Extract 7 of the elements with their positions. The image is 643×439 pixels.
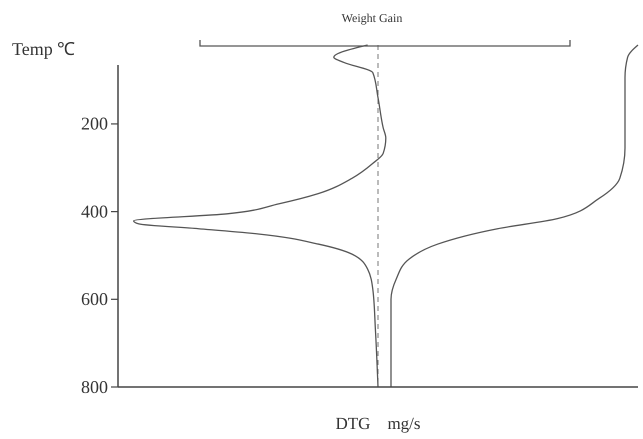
y-tick-label: 600 [81,289,108,310]
x-axis-title: DTG mg/s [336,414,420,433]
y-tick-label: 200 [81,114,108,134]
text: Weight Gain [342,11,402,25]
y-axis-title: Temp ℃ [12,39,76,59]
y-tick-label: 400 [81,201,108,222]
y-tick-label: 800 [81,376,108,397]
